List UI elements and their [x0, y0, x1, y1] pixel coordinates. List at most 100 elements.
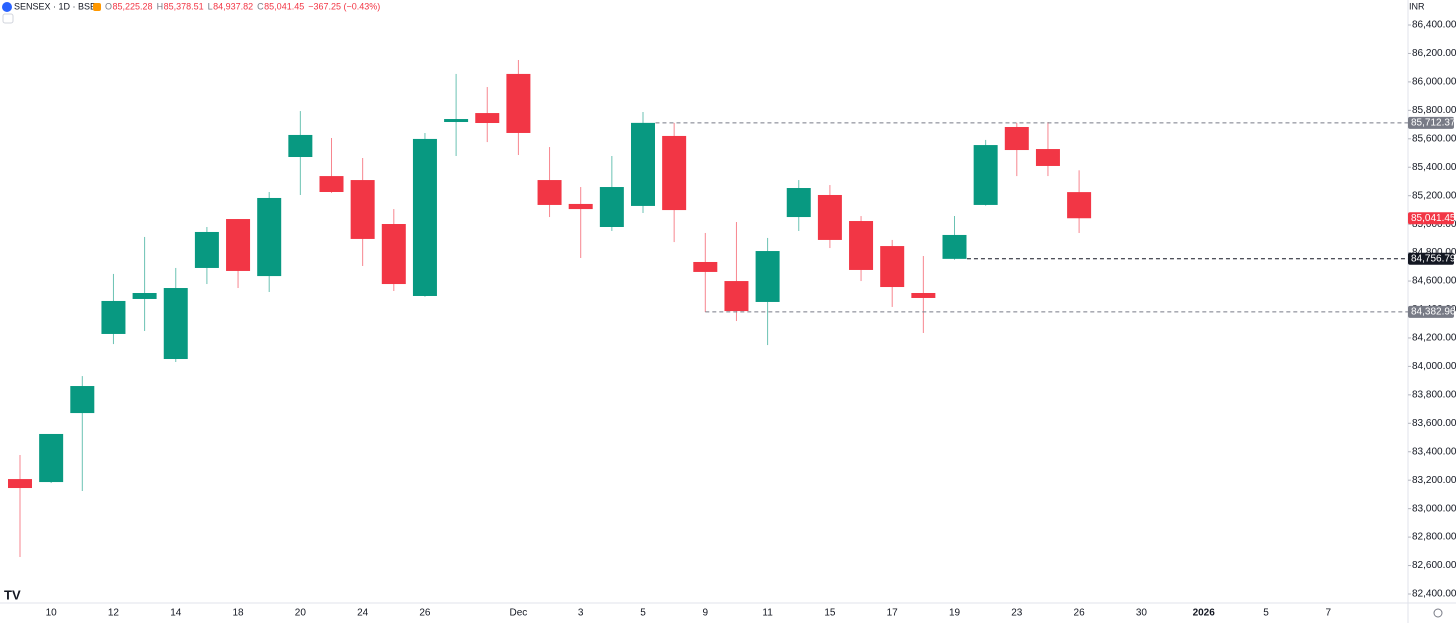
candle-body [412, 138, 437, 296]
candle-body [163, 288, 188, 360]
candle-body [381, 224, 406, 285]
candle-body [288, 134, 313, 158]
price-label-box [1408, 116, 1454, 129]
candle-body [973, 145, 998, 205]
symbol: SENSEX · 1D · BSE [14, 1, 96, 11]
symbol-icon [2, 2, 12, 12]
candle-body [257, 197, 282, 277]
x-tick-label: 11 [762, 608, 773, 619]
candle-body [1004, 126, 1029, 151]
status-icon [93, 3, 101, 11]
candle-body [817, 194, 842, 240]
y-tick-label: 85,000.00 [1412, 219, 1456, 230]
candle-body [475, 113, 500, 124]
y-tick-label: 83,200.00 [1412, 475, 1456, 486]
x-tick-label: Dec [510, 608, 528, 619]
ohlc-label: L [208, 1, 213, 11]
price-label-box [1408, 305, 1454, 318]
y-tick-label: 84,600.00 [1412, 276, 1456, 287]
candle-body [444, 119, 469, 123]
ohlc-label: O [105, 1, 112, 11]
ohlc-label: C [257, 1, 264, 11]
x-tick-label: 20 [295, 608, 307, 619]
y-tick-label: 84,800.00 [1412, 247, 1456, 258]
y-tick-label: 85,800.00 [1412, 105, 1456, 116]
ohlc-value: 84,937.82 [213, 1, 253, 11]
currency: INR [1409, 1, 1425, 11]
y-tick-label: 82,600.00 [1412, 560, 1456, 571]
logo: TV [4, 587, 21, 602]
y-tick-label: 86,400.00 [1412, 20, 1456, 31]
price-label: 84,756.79 [1411, 253, 1456, 264]
candle-body [506, 73, 531, 133]
y-tick-label: 84,000.00 [1412, 361, 1456, 372]
candle-body [39, 433, 64, 483]
x-tick-label: 5 [1263, 608, 1269, 619]
x-tick-label: 26 [1074, 608, 1086, 619]
header: SENSEX · 1D · BSE INR [2, 1, 1425, 24]
y-tick-label: 83,000.00 [1412, 503, 1456, 514]
y-tick-label: 86,000.00 [1412, 77, 1456, 88]
x-tick-label: 17 [887, 608, 899, 619]
candle-body [70, 386, 95, 414]
last-price-box [1408, 212, 1454, 225]
y-tick-label: 83,800.00 [1412, 389, 1456, 400]
candle-body [132, 292, 157, 299]
last-price-label: 85,041.45 [1411, 213, 1456, 224]
x-tick-label: 5 [640, 608, 646, 619]
x-tick-label: 23 [1011, 608, 1023, 619]
candle-body [724, 281, 749, 312]
x-tick-label: 10 [46, 608, 58, 619]
y-tick-label: 83,600.00 [1412, 418, 1456, 429]
candle-body [1035, 149, 1060, 166]
price-label: 85,712.37 [1411, 117, 1456, 128]
candle-body [194, 231, 219, 268]
y-tick-label: 83,400.00 [1412, 446, 1456, 457]
candle-body [942, 234, 967, 259]
candle-body [662, 135, 687, 211]
ohlc-value: 85,378.51 [164, 1, 204, 11]
y-tick-label: 82,400.00 [1412, 589, 1456, 600]
candle-body [226, 219, 251, 271]
x-tick-label: 24 [357, 608, 369, 619]
x-tick-label: 2026 [1193, 608, 1216, 619]
candle-body [8, 479, 32, 489]
candle-body [537, 180, 562, 205]
x-tick-label: 30 [1136, 608, 1148, 619]
candle-body [631, 122, 655, 206]
candle-body [319, 176, 344, 193]
candle-body [568, 203, 593, 210]
x-tick-label: 7 [1326, 608, 1332, 619]
candle-body [1067, 192, 1092, 219]
x-tick-label: 15 [824, 608, 836, 619]
collapse-button[interactable] [2, 13, 14, 24]
candle-body [101, 300, 126, 334]
candle-body [786, 188, 811, 218]
candle-body [350, 180, 375, 239]
y-tick-label: 86,200.00 [1412, 48, 1456, 59]
x-tick-label: 19 [949, 608, 961, 619]
ohlc-value: 85,041.45 [264, 1, 304, 11]
x-tick-label: 26 [419, 608, 431, 619]
y-tick-label: 85,600.00 [1412, 133, 1456, 144]
y-tick-label: 84,200.00 [1412, 333, 1456, 344]
candle-body [693, 261, 718, 272]
ohlc-label: H [157, 1, 164, 11]
settings-button[interactable] [1433, 608, 1443, 618]
x-tick-label: 12 [108, 608, 120, 619]
ohlc-value: 85,225.28 [113, 1, 153, 11]
price-label: 84,382.96 [1411, 307, 1456, 318]
candle-body [755, 251, 780, 302]
x-tick-label: 9 [703, 608, 709, 619]
price-label-box [1408, 252, 1454, 265]
candle-body [911, 292, 936, 298]
y-tick-label: 85,200.00 [1412, 190, 1456, 201]
candle-body [849, 221, 874, 270]
change: −367.25 (−0.43%) [308, 1, 380, 11]
x-tick-label: 14 [170, 608, 182, 619]
y-tick-label: 82,800.00 [1412, 532, 1456, 543]
candle-body [880, 246, 905, 288]
x-tick-label: 18 [232, 608, 244, 619]
x-tick-label: 3 [578, 608, 584, 619]
